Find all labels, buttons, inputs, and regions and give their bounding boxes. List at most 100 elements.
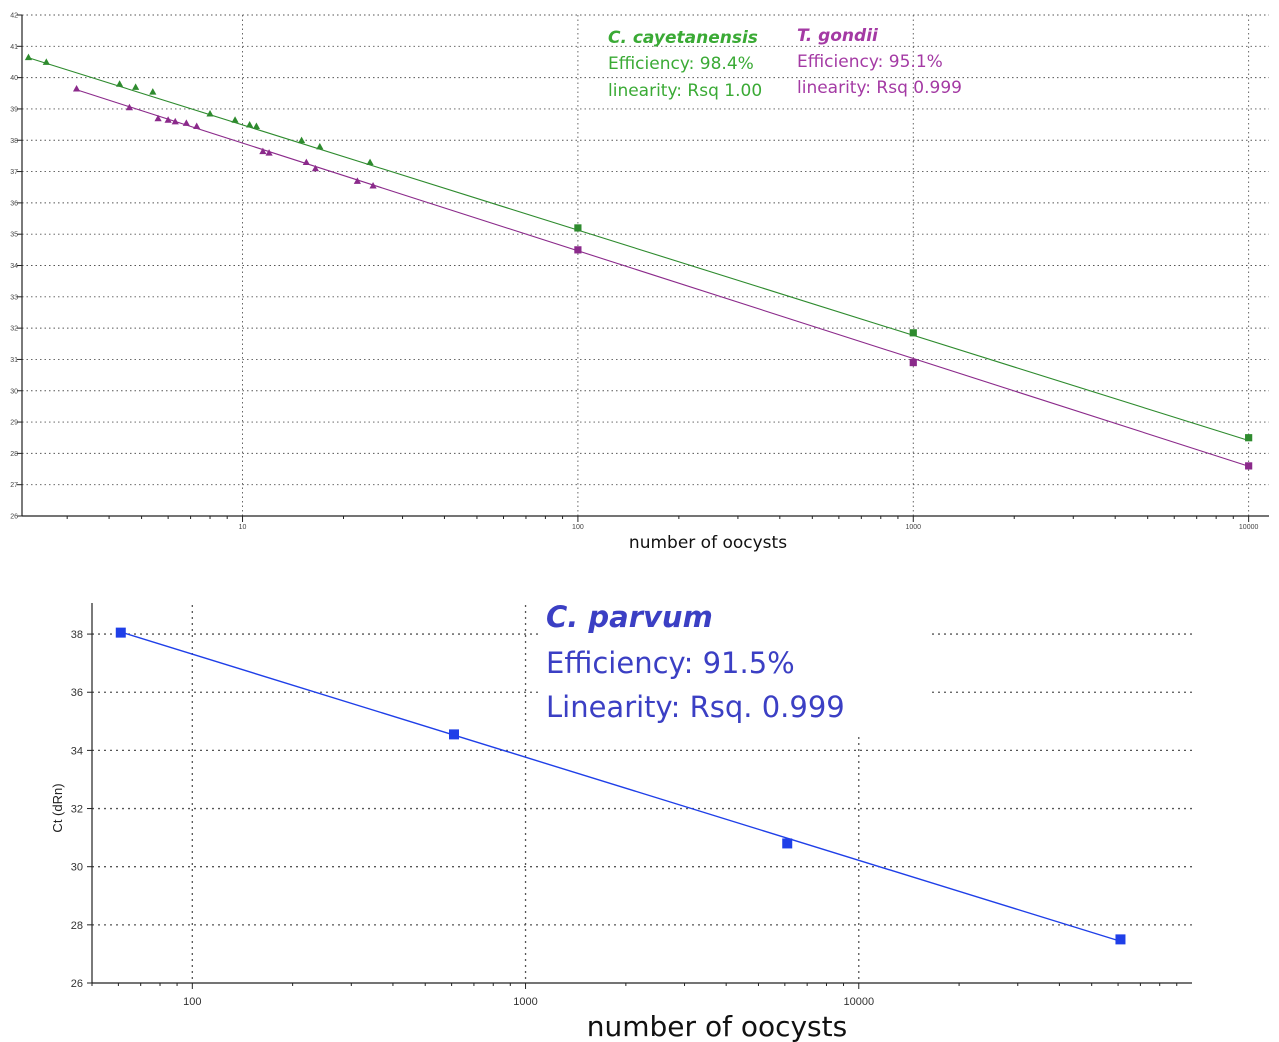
data-point-triangle: [369, 182, 377, 189]
data-point-triangle: [132, 83, 140, 90]
data-point-triangle: [193, 122, 201, 130]
data-point-square: [909, 358, 917, 367]
fit-line: [28, 57, 1249, 442]
x-tick-label: 100: [572, 524, 584, 531]
data-point-triangle: [72, 84, 81, 92]
annotation-linearity-parvum: Linearity: Rsq. 0.999: [546, 690, 845, 724]
chart-2-series: [115, 627, 1126, 945]
annotation-efficiency-parvum: Efficiency: 91.5%: [546, 646, 795, 680]
data-point-triangle: [149, 88, 157, 95]
x-tick-label: 100: [183, 996, 201, 1008]
series-t-gondii: [72, 84, 1253, 470]
data-point-triangle: [231, 116, 239, 123]
data-point-triangle: [171, 117, 179, 125]
y-tick-label: 32: [10, 326, 18, 333]
annotation-efficiency-gondii: Efficiency: 95.1%: [797, 52, 943, 72]
annotation-linearity-cayetanensis: linearity: Rsq 1.00: [608, 81, 762, 101]
y-tick-label: 34: [10, 263, 18, 270]
data-point-triangle: [154, 114, 162, 122]
chart-2-axes: [87, 603, 1192, 989]
data-point-triangle: [125, 103, 134, 111]
chart-1-axes: [17, 14, 1269, 522]
data-point-triangle: [24, 53, 33, 61]
y-tick-label: 37: [10, 169, 18, 176]
chart-1-series: [24, 53, 1253, 470]
data-point-triangle: [302, 158, 310, 166]
chart-1-x-axis-label: number of oocysts: [629, 533, 787, 553]
chart-1-annotation-gondii: T. gondii Efficiency: 95.1% linearity: R…: [797, 26, 962, 98]
y-tick-label: 30: [71, 862, 83, 874]
y-tick-label: 30: [10, 388, 18, 395]
data-point-square: [1245, 434, 1253, 442]
y-tick-label: 26: [10, 514, 18, 521]
data-point-triangle: [297, 136, 306, 144]
y-tick-label: 36: [10, 200, 18, 207]
data-point-square: [449, 729, 460, 740]
chart-1-x-tick-labels: 10 100 1000 10000: [239, 524, 1259, 531]
chart-2-y-axis-label: Ct (dRn): [50, 783, 65, 832]
annotation-title-parvum: C. parvum: [546, 600, 713, 634]
y-tick-label: 29: [10, 420, 18, 427]
data-point-square: [909, 329, 917, 337]
x-tick-label: 10: [239, 524, 247, 531]
data-point-triangle: [206, 110, 214, 117]
y-tick-label: 39: [10, 106, 18, 113]
chart-2-y-tick-labels: 26 28 30 32 34 36 38: [71, 629, 83, 990]
y-tick-label: 35: [10, 232, 18, 239]
chart-1-y-tick-labels: 26 27 28 29 30 31 32 33 34 35 36 37 38 39 40 41 42: [10, 13, 18, 521]
y-tick-label: 31: [10, 357, 18, 364]
data-point-triangle: [316, 142, 324, 150]
chart-1-annotation-cayetanensis: C. cayetanensis Efficiency: 98.4% linear…: [608, 28, 762, 101]
y-tick-label: 34: [71, 745, 83, 757]
y-tick-label: 41: [10, 44, 18, 51]
chart-2-annotation-parvum: C. parvum Efficiency: 91.5% Linearity: R…: [546, 600, 845, 724]
chart-2-x-tick-labels: 100 1000 10000: [183, 996, 874, 1008]
y-tick-label: 38: [10, 138, 18, 145]
y-tick-label: 38: [71, 629, 83, 641]
y-tick-label: 42: [10, 13, 18, 20]
data-point-square: [574, 224, 582, 232]
chart-2-x-axis-label: number of oocysts: [587, 1010, 847, 1042]
series-c-parvum: [115, 627, 1126, 945]
chart-2-efficiency-parvum: 26 28 30 32 34 36 38 100 1000 10000 Ct (dRn) num…: [50, 596, 1192, 1042]
annotation-title-cayetanensis: C. cayetanensis: [608, 28, 758, 48]
data-point-triangle: [353, 177, 361, 184]
annotation-linearity-gondii: linearity: Rsq 0.999: [797, 78, 962, 98]
data-point-triangle: [265, 149, 273, 156]
annotation-title-gondii: T. gondii: [797, 26, 879, 46]
fit-line: [76, 89, 1249, 467]
data-point-square: [782, 838, 793, 849]
data-point-square: [574, 246, 582, 254]
y-tick-label: 36: [71, 687, 83, 699]
data-point-square: [1245, 462, 1253, 470]
series-c-cayetanensis: [24, 53, 1253, 442]
y-tick-label: 28: [71, 920, 83, 932]
data-point-triangle: [116, 80, 124, 87]
data-point-square: [1115, 934, 1126, 945]
y-tick-label: 26: [71, 978, 83, 990]
y-tick-label: 27: [10, 482, 18, 489]
data-point-triangle: [252, 122, 261, 130]
data-point-triangle: [259, 147, 267, 155]
chart-1-efficiency-cayetanensis-gondii: 26 27 28 29 30 31 32 33 34 35 36 37 38 39 40 41 42 10 100…: [10, 13, 1269, 553]
chart-2-annotation-backdrop: [541, 596, 931, 733]
chart-1-grid: [22, 14, 1269, 516]
data-point-triangle: [366, 158, 374, 166]
x-tick-label: 1000: [905, 524, 921, 531]
data-point-triangle: [182, 119, 190, 126]
x-tick-label: 10000: [843, 996, 874, 1008]
y-tick-label: 33: [10, 294, 18, 301]
data-point-triangle: [42, 58, 50, 65]
x-tick-label: 1000: [513, 996, 537, 1008]
data-point-triangle: [164, 116, 172, 123]
data-point-square: [115, 627, 126, 638]
data-point-triangle: [246, 120, 254, 128]
annotation-efficiency-cayetanensis: Efficiency: 98.4%: [608, 54, 754, 74]
y-tick-label: 32: [71, 804, 83, 816]
fit-line: [120, 631, 1121, 942]
y-tick-label: 28: [10, 451, 18, 458]
data-point-triangle: [311, 164, 320, 172]
y-tick-label: 40: [10, 75, 18, 82]
x-tick-label: 10000: [1239, 524, 1259, 531]
